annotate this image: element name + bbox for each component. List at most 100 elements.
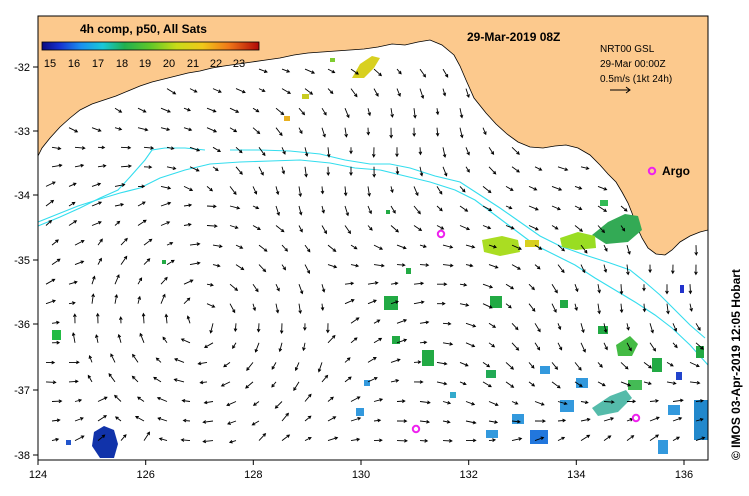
argo-marker <box>647 166 657 176</box>
current-arrow <box>373 68 383 77</box>
current-arrow <box>412 127 416 137</box>
current-arrow <box>344 357 351 363</box>
legend-tick: 15 <box>44 58 56 70</box>
current-arrow <box>275 303 280 314</box>
argo-marker <box>411 424 421 434</box>
sst-patch <box>525 240 539 247</box>
current-arrow <box>350 263 360 268</box>
current-arrow <box>511 322 519 331</box>
current-arrow <box>68 360 80 365</box>
current-arrow <box>619 303 624 314</box>
current-arrow <box>482 127 487 136</box>
current-arrow <box>209 323 214 334</box>
sst-patch <box>592 214 642 244</box>
current-arrow <box>620 362 629 370</box>
current-arrow <box>413 300 425 305</box>
current-arrow <box>160 185 172 190</box>
current-arrow <box>580 434 591 441</box>
current-arrow <box>435 127 440 137</box>
current-arrow <box>233 323 238 333</box>
current-arrow <box>488 166 497 175</box>
current-arrow <box>304 88 314 95</box>
current-arrow <box>212 146 222 152</box>
current-arrow <box>511 419 521 424</box>
current-arrow <box>350 416 362 422</box>
current-arrow <box>649 399 660 403</box>
current-arrow <box>373 244 384 250</box>
current-arrow <box>373 263 385 268</box>
current-arrow <box>557 166 569 172</box>
x-tick-label: 134 <box>567 469 585 481</box>
current-arrow <box>166 166 177 171</box>
legend-tick: 18 <box>116 58 128 70</box>
current-arrow <box>120 434 127 441</box>
sst-patch <box>540 366 550 374</box>
current-arrow <box>227 420 237 425</box>
current-arrow <box>528 205 539 211</box>
current-arrow <box>413 380 424 384</box>
current-arrow <box>672 323 678 332</box>
current-arrow <box>528 381 536 387</box>
current-arrow <box>528 362 535 369</box>
current-arrow <box>459 361 469 367</box>
current-arrow <box>459 303 470 307</box>
current-arrow <box>246 362 254 371</box>
current-arrow <box>373 438 383 443</box>
current-arrow <box>344 376 352 383</box>
current-time: 29-Mar 00:00Z <box>600 59 666 70</box>
current-arrow <box>275 127 283 137</box>
current-arrow <box>51 399 63 404</box>
current-arrow <box>511 146 520 155</box>
current-arrow <box>51 418 61 423</box>
current-arrow <box>321 284 326 293</box>
current-arrow <box>137 184 146 189</box>
x-tick-label: 136 <box>675 469 693 481</box>
current-arrow <box>327 396 334 402</box>
current-arrow <box>695 399 705 403</box>
current-arrow <box>298 107 306 116</box>
current-arrow <box>94 334 99 343</box>
current-arrow <box>482 186 492 194</box>
current-arrow <box>160 201 172 207</box>
current-arrow <box>557 436 566 442</box>
x-tick-label: 126 <box>137 469 155 481</box>
current-arrow <box>87 374 93 383</box>
current-arrow <box>619 284 624 295</box>
sst-patch <box>676 372 682 380</box>
current-arrow <box>45 380 57 385</box>
current-arrow <box>97 164 107 168</box>
current-arrow <box>281 88 292 94</box>
current-arrow <box>252 107 260 113</box>
current-arrow <box>143 431 151 441</box>
current-arrow <box>91 182 102 187</box>
current-arrow <box>574 185 583 190</box>
legend-tick: 17 <box>92 58 104 70</box>
current-arrow <box>160 107 171 113</box>
current-arrow <box>91 293 95 304</box>
current-arrow <box>459 108 464 119</box>
current-arrow <box>251 420 260 426</box>
sst-patch <box>600 200 608 206</box>
current-arrow <box>143 238 153 246</box>
current-arrow <box>327 334 336 344</box>
current-arrow <box>465 342 476 348</box>
current-arrow <box>534 166 543 171</box>
current-arrow <box>389 127 393 139</box>
current-arrow <box>665 284 669 295</box>
current-arrow <box>349 166 353 176</box>
current-arrow <box>688 284 693 295</box>
current-arrow <box>95 312 100 324</box>
current-arrow <box>603 264 608 273</box>
current-arrow <box>212 263 221 268</box>
current-arrow <box>327 244 337 253</box>
current-arrow <box>626 264 630 276</box>
current-arrow <box>413 225 423 232</box>
current-arrow <box>51 239 59 246</box>
current-arrow <box>511 244 522 250</box>
current-arrow <box>321 374 329 383</box>
current-arrow <box>505 283 515 290</box>
current-arrow <box>114 416 122 422</box>
current-arrow <box>212 166 219 172</box>
current-arrow <box>258 68 268 73</box>
current-arrow <box>488 147 495 155</box>
